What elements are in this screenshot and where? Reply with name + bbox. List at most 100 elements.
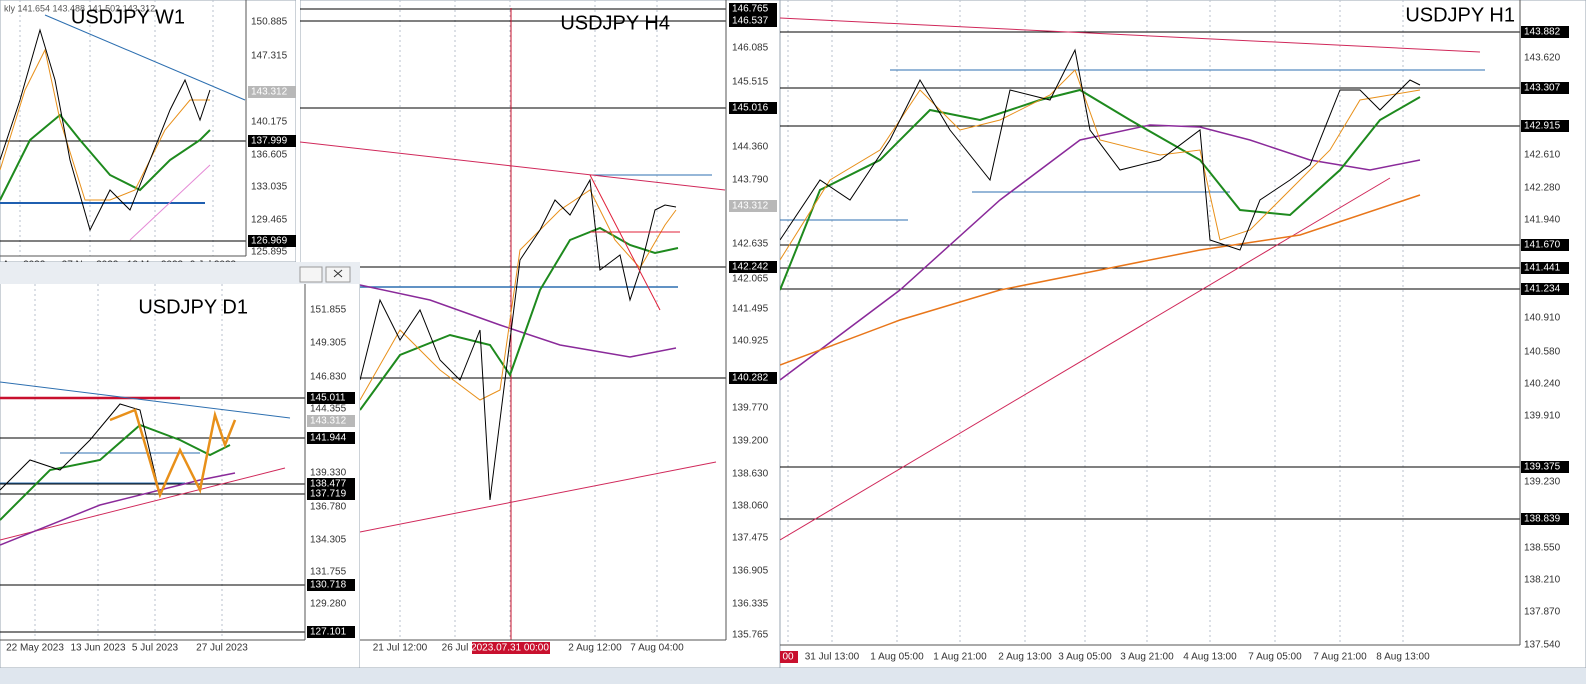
price-label: 127.101 — [310, 627, 347, 638]
drawing-line — [359, 226, 679, 411]
drawing-line — [0, 28, 211, 232]
price-label: 136.780 — [310, 502, 347, 513]
title-bar — [0, 262, 360, 284]
time-label: 1 Aug 21:00 — [933, 652, 987, 663]
price-label-box — [1521, 513, 1569, 525]
price-label-box — [729, 200, 777, 212]
price-label: 147.315 — [251, 51, 288, 62]
price-label: 137.999 — [251, 136, 288, 147]
time-label: 13 Jun 2023 — [70, 643, 125, 654]
drawing-line — [44, 14, 246, 101]
drawing-line — [780, 48, 1421, 251]
time-label: 9 Jul 2023 — [190, 260, 237, 271]
price-label: 141.234 — [1524, 284, 1561, 295]
price-label-box — [248, 235, 296, 247]
time-label: 7 Aug 21:00 — [1313, 652, 1367, 663]
chart-title: USDJPY W1 — [71, 6, 185, 28]
time-label: 7 Aug 04:00 — [630, 643, 684, 654]
price-label: 139.375 — [1524, 462, 1561, 473]
price-label-box — [729, 372, 777, 384]
price-label: 141.940 — [1524, 215, 1561, 226]
price-label: 129.465 — [251, 215, 288, 226]
price-label: 144.360 — [732, 142, 769, 153]
time-label: 19 Mar 2023 — [127, 260, 184, 271]
price-label: 135.765 — [732, 630, 769, 641]
price-label: 140.925 — [732, 336, 769, 347]
price-label: 137.719 — [310, 489, 347, 500]
time-label: 27 Nov 2022 — [62, 260, 119, 271]
price-label: 141.495 — [732, 304, 769, 315]
price-label: 145.016 — [732, 103, 769, 114]
chart-title: USDJPY D1 — [138, 296, 248, 318]
price-label-box — [307, 626, 355, 638]
price-label-box — [1521, 82, 1569, 94]
time-label: 31 Jul 13:00 — [805, 652, 860, 663]
price-label: 138.060 — [732, 501, 769, 512]
drawing-line — [109, 408, 237, 499]
price-label: 136.905 — [732, 566, 769, 577]
price-label: 146.537 — [732, 16, 769, 27]
time-label: 21 Jul 12:00 — [373, 643, 428, 654]
time-label: 7 Aug 05:00 — [1248, 652, 1302, 663]
price-label: 145.515 — [732, 77, 769, 88]
price-label: 139.200 — [732, 436, 769, 447]
price-label: 143.312 — [251, 87, 288, 98]
time-label: 26 Jul — [442, 643, 469, 654]
price-label: 141.944 — [310, 433, 347, 444]
drawing-line — [780, 194, 1421, 366]
price-label: 150.885 — [251, 17, 288, 28]
drawing-line — [780, 177, 1391, 541]
minimize-button — [299, 266, 323, 283]
price-label: 139.910 — [1524, 411, 1561, 422]
close-icon — [333, 269, 343, 278]
price-label: 141.670 — [1524, 240, 1561, 251]
price-label: 131.755 — [310, 567, 347, 578]
price-label: 138.839 — [1524, 514, 1561, 525]
price-label: 142.610 — [1524, 150, 1561, 161]
window-background — [780, 0, 1586, 668]
price-label: 142.065 — [732, 274, 769, 285]
window-background — [0, 0, 296, 262]
price-label-box — [248, 135, 296, 147]
drawing-line — [780, 88, 1421, 291]
price-label: 145.011 — [310, 393, 346, 404]
price-label: 140.910 — [1524, 313, 1561, 324]
price-label: 146.085 — [732, 43, 769, 54]
price-label: 139.330 — [310, 468, 347, 479]
price-label: 125.895 — [251, 247, 288, 258]
price-label: 129.280 — [310, 599, 347, 610]
time-label: 5 Jul 2023 — [132, 643, 179, 654]
status-strip — [0, 668, 1586, 684]
close-button — [325, 266, 351, 283]
price-label: 142.915 — [1524, 121, 1561, 132]
time-label-box — [780, 651, 798, 663]
price-label-box — [307, 432, 355, 444]
price-label: 143.312 — [310, 416, 347, 427]
price-label: 142.635 — [732, 239, 769, 250]
price-label: 142.242 — [732, 262, 769, 273]
time-label: 2 Aug 13:00 — [998, 652, 1052, 663]
drawing-line — [0, 48, 210, 201]
drawing-line — [780, 17, 1481, 53]
window-background — [300, 0, 780, 668]
chart-window: 150.885 147.315 143.312 140.175 137.999 136.6… — [0, 0, 296, 271]
price-label-box — [729, 3, 777, 15]
time-label: 3 Aug 21:00 — [1120, 652, 1174, 663]
price-label: 140.580 — [1524, 347, 1561, 358]
drawing-line — [0, 472, 236, 546]
chart-window: 143.882 143.620 143.307 142.915 142.610 142.2… — [780, 0, 1586, 668]
price-label: 143.882 — [1524, 27, 1561, 38]
time-label: 4 Aug 13:00 — [1183, 652, 1237, 663]
price-label: 138.550 — [1524, 543, 1561, 554]
time-label: 8 Aug 13:00 — [1376, 652, 1430, 663]
drawing-line — [0, 381, 291, 419]
time-label: 7 Aug 2022 — [0, 260, 46, 271]
price-label-box — [307, 478, 355, 490]
ohlc-info: kly 141.654 143.488 141.502 143.312 — [4, 3, 155, 13]
drawing-line — [0, 113, 211, 201]
price-label: 138.210 — [1524, 575, 1561, 586]
price-label: 139.230 — [1524, 477, 1561, 488]
